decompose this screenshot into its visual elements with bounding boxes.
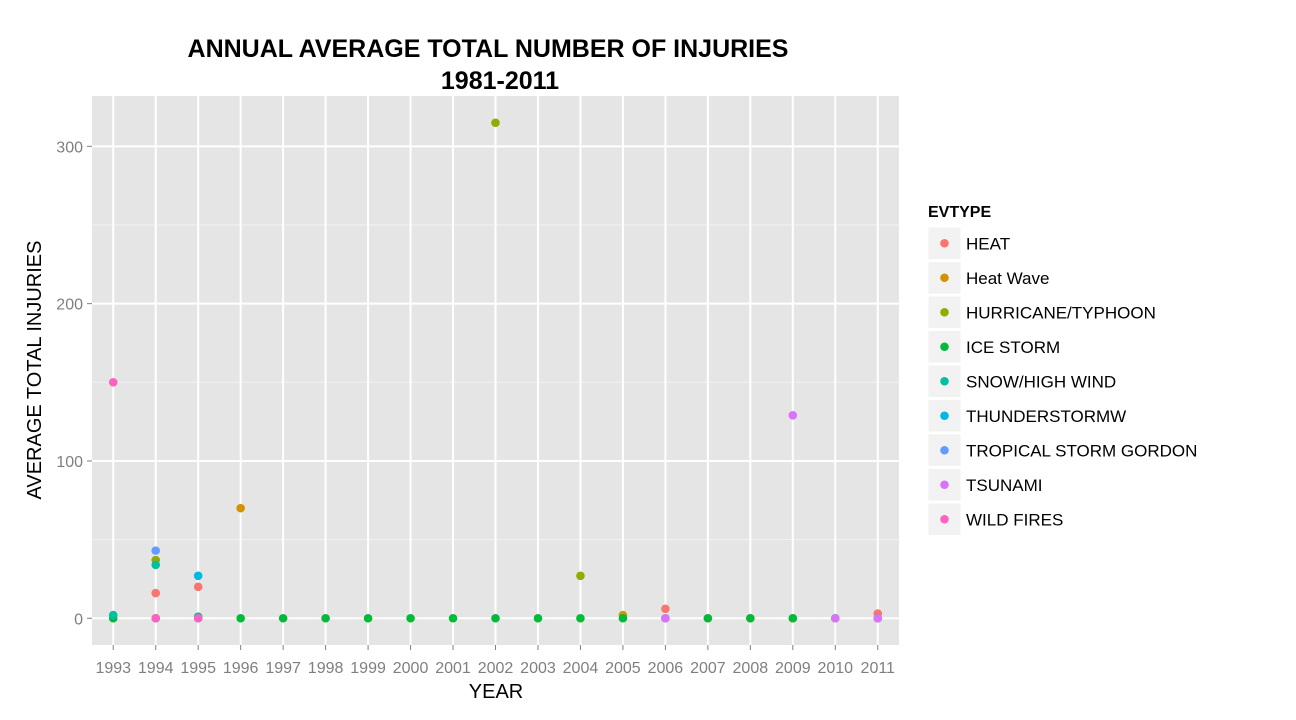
legend-marker [940, 273, 949, 283]
legend-marker [940, 445, 949, 455]
y-tick-label: 200 [56, 297, 83, 314]
major-grid [92, 96, 899, 645]
legend-label: WILD FIRES [966, 510, 1063, 529]
data-point [151, 588, 161, 598]
data-point [236, 503, 245, 513]
x-tick-label: 2004 [563, 660, 599, 677]
data-point [533, 613, 543, 623]
data-point [661, 613, 670, 623]
data-point [576, 571, 585, 581]
legend-key [927, 330, 962, 364]
data-points [108, 118, 883, 623]
x-axis-ticks: 1993 1994 1995 1996 1997 1998 1999 2000 2001 2002… [95, 645, 895, 677]
legend-title: EVTYPE [928, 204, 991, 221]
data-point [278, 613, 288, 623]
data-point [193, 571, 203, 581]
data-point [788, 411, 798, 420]
data-point [661, 604, 670, 614]
data-point [830, 613, 840, 623]
x-tick-label: 2000 [393, 660, 429, 677]
x-tick-label: 2005 [605, 660, 641, 677]
y-tick-label: 0 [74, 611, 83, 628]
chart-title: ANNUAL AVERAGE TOTAL NUMBER OF INJURIES [188, 35, 789, 63]
x-tick-label: 1995 [180, 660, 216, 677]
x-tick-label: 2001 [435, 660, 471, 677]
legend-marker [940, 342, 949, 352]
x-tick-label: 1996 [223, 660, 259, 677]
x-tick-label: 1997 [265, 660, 301, 677]
data-point [491, 118, 500, 128]
x-tick-label: 1994 [138, 660, 174, 677]
legend-marker [940, 307, 949, 317]
x-tick-label: 2008 [733, 660, 769, 677]
legend-item: HURRICANE/TYPHOON [927, 295, 1156, 329]
data-point [788, 613, 798, 623]
y-axis-ticks: 0 100 200 300 [56, 139, 92, 628]
legend-item: TSUNAMI [927, 468, 1043, 502]
chart-subtitle: 1981-2011 [441, 67, 559, 95]
x-tick-label: 2007 [690, 660, 726, 677]
legend-marker [940, 411, 949, 421]
legend-label: TSUNAMI [966, 476, 1043, 495]
legend-label: Heat Wave [966, 269, 1049, 288]
data-point [151, 546, 161, 555]
y-axis-title: AVERAGE TOTAL INJURIES [24, 241, 46, 500]
data-point [236, 613, 245, 623]
data-point [618, 613, 628, 623]
data-point [151, 613, 161, 623]
x-axis-title: YEAR [469, 681, 523, 703]
data-point [703, 613, 713, 623]
data-point [193, 582, 203, 592]
legend-label: THUNDERSTORMW [966, 407, 1126, 426]
data-point [406, 613, 415, 623]
legend-marker [940, 514, 949, 524]
data-point [576, 613, 585, 623]
legend-label: SNOW/HIGH WIND [966, 372, 1116, 391]
data-point [193, 613, 203, 623]
legend-label: HEAT [966, 234, 1010, 253]
data-point [746, 613, 755, 623]
legend-item: Heat Wave [927, 261, 1049, 295]
x-tick-label: 2003 [520, 660, 556, 677]
data-point [873, 613, 883, 623]
legend-label: ICE STORM [966, 338, 1060, 357]
data-point [321, 613, 330, 623]
y-tick-label: 300 [56, 139, 83, 156]
data-point [108, 377, 118, 387]
legend-marker [940, 238, 949, 248]
legend-marker [940, 480, 949, 490]
legend-item: WILD FIRES [927, 502, 1063, 536]
x-tick-label: 1998 [308, 660, 344, 677]
data-point [151, 560, 161, 570]
legend-item: ICE STORM [927, 330, 1060, 364]
data-point [363, 613, 373, 623]
legend-label: TROPICAL STORM GORDON [966, 441, 1197, 460]
legend: EVTYPE HEAT Heat Wave HURRICANE/TYPHOON ICE… [927, 204, 1197, 536]
data-point [448, 613, 458, 623]
legend-item: TROPICAL STORM GORDON [927, 433, 1197, 467]
x-tick-label: 2011 [861, 660, 896, 677]
data-point [491, 613, 500, 623]
x-tick-label: 1999 [350, 660, 386, 677]
legend-item: SNOW/HIGH WIND [927, 364, 1116, 398]
x-tick-label: 2002 [478, 660, 514, 677]
legend-marker [940, 376, 949, 386]
x-tick-label: 2010 [817, 660, 853, 677]
x-tick-label: 2006 [648, 660, 684, 677]
legend-item: HEAT [927, 226, 1010, 260]
legend-item: THUNDERSTORMW [927, 399, 1126, 433]
x-tick-label: 1993 [95, 660, 131, 677]
legend-label: HURRICANE/TYPHOON [966, 303, 1156, 322]
x-tick-label: 2009 [775, 660, 811, 677]
data-point [108, 610, 118, 620]
legend-key [927, 468, 962, 502]
y-tick-label: 100 [56, 454, 83, 471]
